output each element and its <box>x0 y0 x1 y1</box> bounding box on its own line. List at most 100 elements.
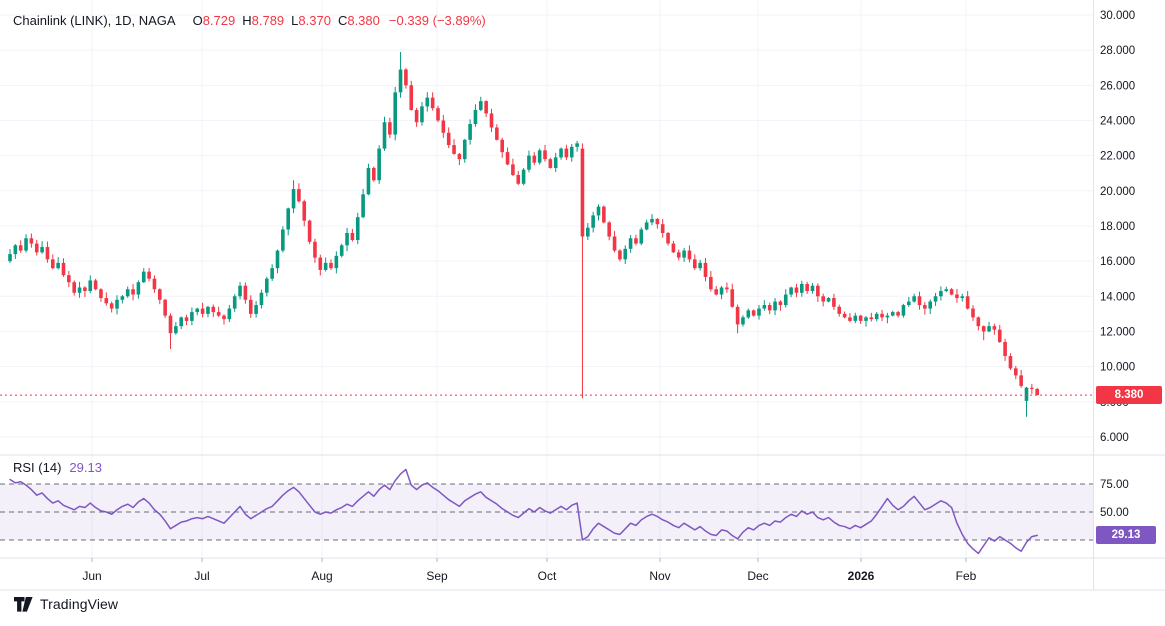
candle-body <box>789 287 793 295</box>
candle-body <box>505 152 510 165</box>
candle-body <box>382 122 387 149</box>
candle-body <box>313 241 317 258</box>
candle-body <box>93 280 98 290</box>
candle-body <box>473 109 478 124</box>
candle-body <box>628 238 633 249</box>
candle-body <box>853 315 858 321</box>
time-tick-label[interactable]: Jun <box>82 569 101 583</box>
candle-body <box>398 69 403 93</box>
candle-body <box>553 157 558 168</box>
candle-body <box>115 299 119 309</box>
candle-body <box>810 285 815 292</box>
price-tick-label[interactable]: 26.000 <box>1100 80 1135 92</box>
candle-body <box>345 232 349 246</box>
rsi-indicator-label[interactable]: RSI (14) <box>13 460 62 475</box>
candle-body <box>821 296 825 302</box>
candle-body <box>18 245 23 251</box>
symbol-title[interactable]: Chainlink (LINK), 1D, NAGA <box>13 13 176 28</box>
candle-body <box>430 97 435 109</box>
time-tick-label[interactable]: Oct <box>538 569 557 583</box>
candle-body <box>511 164 515 175</box>
price-tick-label[interactable]: 12.000 <box>1100 326 1135 338</box>
tradingview-branding[interactable]: TradingView <box>14 596 118 612</box>
rsi-value-badge: 29.13 <box>1096 526 1156 544</box>
time-tick-label[interactable]: 2026 <box>848 569 875 583</box>
candle-body <box>864 317 868 321</box>
candle-body <box>1019 375 1023 386</box>
candle-body <box>901 305 906 316</box>
price-tick-label[interactable]: 20.000 <box>1100 186 1135 198</box>
candle-body <box>564 148 569 158</box>
candle-body <box>206 306 210 314</box>
candle-body <box>885 315 890 318</box>
candle-body <box>944 289 949 292</box>
candle-body <box>484 101 488 114</box>
candle-body <box>45 247 50 260</box>
time-tick-label[interactable]: Nov <box>649 569 670 583</box>
candle-body <box>837 306 842 314</box>
candle-body <box>436 108 440 121</box>
candle-body <box>29 238 34 244</box>
candle-body <box>693 259 697 269</box>
candle-body <box>452 145 456 154</box>
candle-body <box>896 312 900 316</box>
rsi-legend[interactable]: RSI (14) 29.13 <box>13 460 102 475</box>
high-value: 8.789 <box>251 13 285 28</box>
candle-body <box>425 97 430 107</box>
candle-body <box>131 289 135 295</box>
time-tick-label[interactable]: Dec <box>747 569 768 583</box>
candle-body <box>955 294 959 299</box>
candle-body <box>521 169 526 184</box>
candle-body <box>580 148 585 237</box>
symbol-legend[interactable]: Chainlink (LINK), 1D, NAGA O8.729 H8.789 L8… <box>13 13 486 29</box>
candle-body <box>125 289 130 297</box>
candle-body <box>286 208 290 230</box>
candle-body <box>949 289 954 295</box>
candle-body <box>232 296 237 309</box>
candle-body <box>222 315 226 320</box>
candle-body <box>939 291 943 297</box>
candle-body <box>794 287 799 293</box>
candle-body <box>703 262 708 277</box>
candle-body <box>479 101 483 110</box>
price-tick-label[interactable]: 22.000 <box>1100 151 1135 163</box>
time-tick-label[interactable]: Aug <box>311 569 332 583</box>
candle-body <box>682 250 686 258</box>
candle-body <box>61 262 66 276</box>
candle-body <box>725 287 729 290</box>
chart-canvas[interactable]: 30.000 28.000 26.000 24.000 22.000 20.000 18.0… <box>0 0 1165 592</box>
candle-body <box>591 215 595 228</box>
price-tick-label[interactable]: 30.000 <box>1100 10 1135 22</box>
price-tick-label[interactable]: 6.000 <box>1100 432 1129 444</box>
candle-body <box>548 159 553 168</box>
candle-body <box>361 194 365 218</box>
price-tick-label[interactable]: 18.000 <box>1100 221 1135 233</box>
candle-body <box>179 317 183 327</box>
candle-body <box>741 317 745 325</box>
candle-body <box>869 317 874 320</box>
candle-body <box>714 289 718 295</box>
rsi-tick-label[interactable]: 75.00 <box>1100 479 1129 491</box>
candle-body <box>1003 341 1007 357</box>
low-value: 8.370 <box>298 13 331 28</box>
candle-body <box>329 262 333 269</box>
price-tick-label[interactable]: 14.000 <box>1100 291 1135 303</box>
price-tick-label[interactable]: 16.000 <box>1100 256 1135 268</box>
candle-body <box>618 250 622 260</box>
time-tick-label[interactable]: Sep <box>426 569 448 583</box>
candle-body <box>350 232 355 241</box>
price-tick-label[interactable]: 28.000 <box>1100 45 1135 57</box>
time-tick-label[interactable]: Feb <box>956 569 977 583</box>
candle-body <box>77 287 82 293</box>
rsi-tick-label[interactable]: 50.00 <box>1100 507 1129 519</box>
price-tick-label[interactable]: 10.000 <box>1100 362 1135 374</box>
candle-body <box>767 305 772 311</box>
candle-body <box>99 289 103 299</box>
candle-body <box>586 227 590 237</box>
candle-body <box>404 69 408 86</box>
price-tick-label[interactable]: 24.000 <box>1100 115 1135 127</box>
time-tick-label[interactable]: Jul <box>194 569 209 583</box>
candle-body <box>83 287 87 292</box>
candle-body <box>1035 388 1039 396</box>
